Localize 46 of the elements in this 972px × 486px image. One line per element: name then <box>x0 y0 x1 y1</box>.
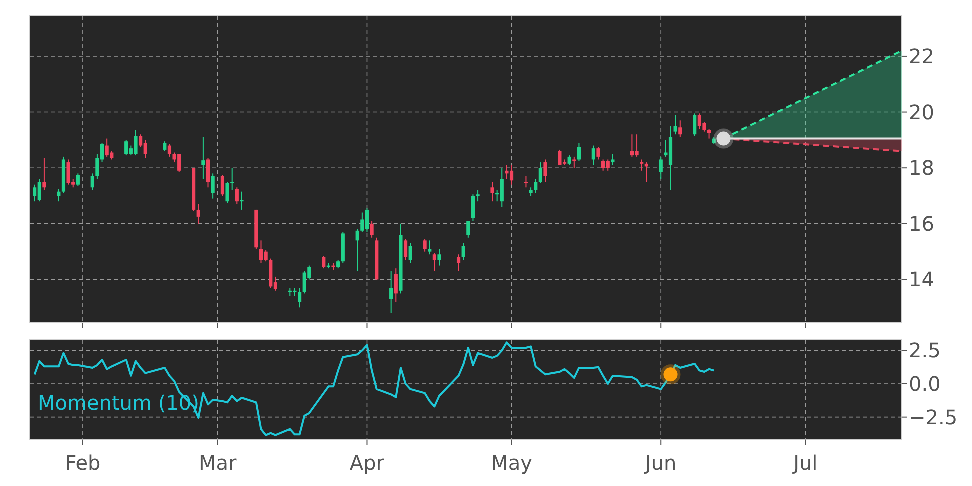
candlestick <box>693 113 697 137</box>
candlestick <box>596 146 600 160</box>
candlestick <box>524 176 528 188</box>
candlestick <box>90 173 94 191</box>
candlestick <box>202 136 206 180</box>
candlestick <box>490 182 494 202</box>
x-tick-label: Jun <box>643 451 677 475</box>
candlestick <box>196 204 200 224</box>
candlestick <box>538 162 542 184</box>
y-tick-label: 20 <box>909 100 934 124</box>
y-tick-label: 2.5 <box>909 338 941 363</box>
candlestick <box>76 173 80 187</box>
candlestick <box>572 156 576 169</box>
candlestick <box>428 240 432 256</box>
candlestick <box>476 190 480 202</box>
candlestick <box>640 159 644 172</box>
candlestick <box>577 142 582 162</box>
candlestick <box>544 159 548 183</box>
y-tick-label: 16 <box>909 212 934 236</box>
x-tick-label: Feb <box>65 451 101 475</box>
candlestick <box>659 156 663 180</box>
candlestick <box>163 141 167 152</box>
candlestick <box>57 188 61 202</box>
x-tick-label: Mar <box>199 451 238 475</box>
y-tick-label: −2.5 <box>909 405 958 430</box>
candlestick <box>42 158 46 191</box>
candlestick <box>678 120 682 138</box>
candlestick <box>568 155 572 166</box>
candlestick <box>462 242 466 261</box>
candlestick <box>674 114 678 136</box>
y-tick-label: 14 <box>909 268 934 292</box>
y-tick-label: 22 <box>909 44 934 68</box>
candlestick <box>611 154 615 166</box>
candlestick <box>471 194 476 222</box>
x-tick-label: Jul <box>792 451 818 475</box>
candlestick <box>206 158 210 188</box>
y-tick-label: 0.0 <box>909 372 941 396</box>
candlestick <box>534 178 538 194</box>
candlestick <box>168 144 172 158</box>
candlestick <box>456 254 461 272</box>
candlestick <box>466 220 470 238</box>
candlestick <box>211 173 215 200</box>
candlestick <box>592 145 596 166</box>
x-tick-label: Apr <box>350 451 386 475</box>
x-tick-label: May <box>491 451 533 475</box>
y-tick-label: 18 <box>909 156 934 180</box>
